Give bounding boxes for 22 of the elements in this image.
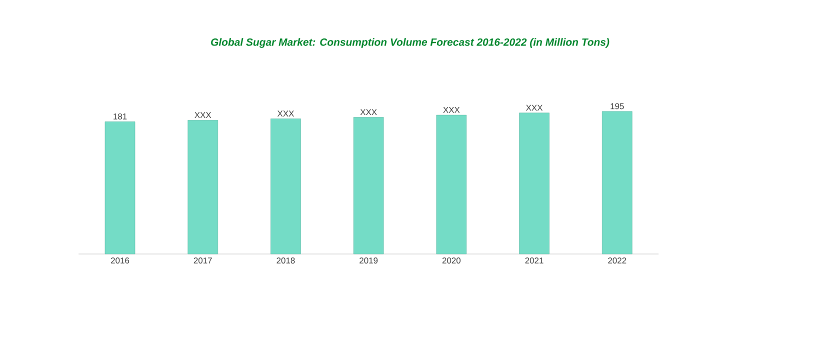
data-label: XXX [360,109,377,116]
data-label: XXX [194,112,212,118]
x-tick-label: 2021 [525,258,544,264]
bar [270,118,301,254]
data-label: XXX [526,104,543,111]
bar [188,120,218,254]
x-tick-label: 2017 [194,258,212,264]
bar [602,111,632,254]
x-tick-label: 2016 [111,258,130,264]
data-label: 195 [610,103,624,110]
x-tick-label: 2018 [276,258,295,264]
bar [519,112,550,254]
data-label: 181 [114,113,127,120]
bar [104,121,136,254]
chart-title: Global Sugar Market: Consumption Volume Forecast 2016-2022 (in Million Tons) [211,38,610,48]
bar [436,114,467,254]
x-tick-label: 2020 [442,258,461,264]
data-label: XXX [443,107,460,113]
x-tick-label: 2019 [360,258,378,264]
data-label: XXX [277,110,294,117]
x-tick-label: 2022 [608,258,626,264]
bar [353,117,384,254]
